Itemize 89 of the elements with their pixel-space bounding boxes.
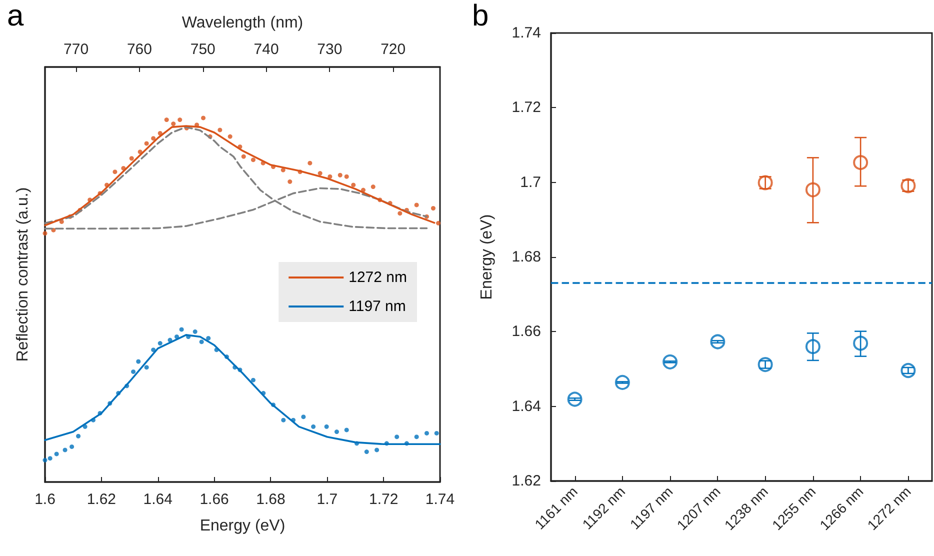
- point: [241, 154, 246, 159]
- point: [42, 231, 48, 236]
- y-tick-label: 1.62: [512, 472, 541, 490]
- y-tick-label: 1.66: [512, 323, 541, 340]
- point: [70, 444, 74, 449]
- x2-tick-label: 720: [380, 41, 406, 58]
- x-tick-label: 1.74: [425, 491, 455, 508]
- point: [430, 206, 436, 210]
- point: [281, 418, 286, 422]
- point: [436, 220, 441, 226]
- point: [394, 434, 400, 440]
- x-axis-title: Energy (eV): [200, 518, 286, 534]
- legend-label: 1272 nm: [348, 269, 407, 286]
- point: [805, 339, 820, 354]
- point: [48, 456, 52, 461]
- point: [318, 171, 322, 176]
- point: [218, 128, 222, 132]
- point: [853, 155, 868, 170]
- point: [138, 150, 142, 154]
- point: [129, 156, 134, 161]
- point: [288, 179, 292, 184]
- x2-tick-label: 760: [126, 41, 152, 58]
- point: [805, 182, 820, 198]
- point: [374, 448, 380, 452]
- point: [324, 424, 329, 429]
- chart-title: b: [472, 0, 489, 32]
- y-axis-title: Reflection contrast (a.u.): [14, 187, 32, 362]
- point: [158, 131, 162, 136]
- x-tick-label: 1.6: [34, 491, 56, 508]
- point: [131, 369, 136, 374]
- point: [206, 336, 211, 340]
- point: [136, 359, 141, 364]
- point: [151, 136, 156, 141]
- x-tick-label: 1.64: [143, 491, 172, 508]
- point: [76, 434, 81, 438]
- point: [54, 452, 59, 456]
- y-tick-label: 1.7: [520, 174, 541, 191]
- point: [201, 116, 206, 120]
- point: [228, 134, 232, 139]
- point: [434, 430, 439, 436]
- point: [174, 334, 180, 339]
- x-tick-label: 1.62: [86, 491, 116, 508]
- point: [364, 450, 369, 454]
- point: [250, 378, 256, 382]
- x-tick-label: 1.68: [256, 491, 286, 508]
- point: [192, 329, 198, 334]
- y-tick-label: 1.68: [512, 248, 541, 266]
- x-tick-label: 1.66: [200, 491, 229, 508]
- x2-tick-label: 730: [317, 41, 342, 58]
- chart-title: a: [7, 0, 24, 32]
- point: [158, 341, 162, 346]
- point: [112, 170, 118, 174]
- point: [414, 202, 419, 208]
- point: [164, 118, 169, 122]
- x2-tick-label: 770: [64, 41, 89, 58]
- point: [301, 414, 306, 420]
- legend-label: 1197 nm: [348, 298, 406, 315]
- point: [344, 174, 349, 179]
- point: [398, 211, 402, 216]
- x-tick-label: 1.72: [368, 491, 398, 508]
- point: [344, 428, 349, 432]
- x2-tick-label: 750: [190, 41, 216, 58]
- x2-axis-title: Wavelength (nm): [182, 14, 304, 32]
- point: [171, 122, 176, 126]
- point: [178, 118, 182, 122]
- point: [308, 160, 312, 166]
- point: [250, 158, 256, 162]
- point: [144, 141, 149, 146]
- point: [853, 336, 868, 351]
- y-tick-label: 1.72: [512, 99, 541, 116]
- y-tick-label: 1.64: [512, 398, 541, 415]
- point: [144, 365, 149, 370]
- x-tick-label: 1.7: [316, 491, 338, 508]
- point: [414, 434, 419, 440]
- point: [328, 174, 332, 179]
- y-axis-title: Energy (eV): [478, 214, 496, 300]
- point: [334, 430, 339, 434]
- point: [338, 172, 342, 178]
- point: [311, 424, 316, 429]
- point: [370, 184, 376, 190]
- point: [42, 458, 48, 462]
- point: [424, 430, 429, 436]
- point: [179, 327, 184, 332]
- point: [351, 182, 356, 188]
- point: [199, 340, 204, 344]
- point: [62, 448, 68, 452]
- point: [151, 348, 156, 352]
- x2-tick-label: 740: [254, 41, 279, 58]
- y-tick-label: 1.74: [512, 24, 541, 42]
